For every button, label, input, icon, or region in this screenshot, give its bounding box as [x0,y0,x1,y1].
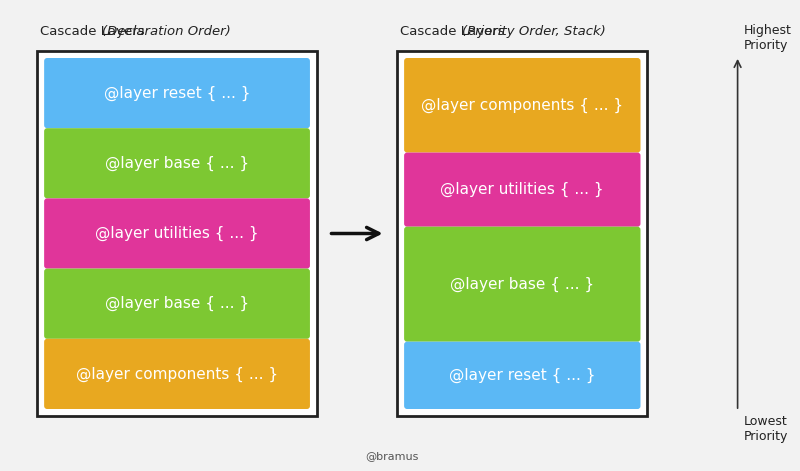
FancyBboxPatch shape [404,227,641,341]
Text: @layer components { ... }: @layer components { ... } [422,97,623,113]
Text: @layer utilities { ... }: @layer utilities { ... } [95,226,259,241]
FancyBboxPatch shape [404,341,641,409]
FancyBboxPatch shape [44,339,310,409]
FancyBboxPatch shape [44,198,310,268]
Text: @layer reset { ... }: @layer reset { ... } [104,86,250,101]
Text: Lowest
Priority: Lowest Priority [743,415,788,443]
Text: @layer base { ... }: @layer base { ... } [450,276,594,292]
FancyBboxPatch shape [44,128,310,198]
Text: @bramus: @bramus [366,451,419,461]
FancyBboxPatch shape [44,268,310,339]
FancyBboxPatch shape [398,51,647,416]
Text: (Declaration Order): (Declaration Order) [102,25,230,38]
Text: Highest
Priority: Highest Priority [743,24,791,52]
Text: (Priority Order, Stack): (Priority Order, Stack) [462,25,606,38]
FancyBboxPatch shape [404,153,641,227]
Text: @layer base { ... }: @layer base { ... } [105,296,249,311]
Text: @layer utilities { ... }: @layer utilities { ... } [441,182,604,197]
FancyBboxPatch shape [44,58,310,128]
FancyBboxPatch shape [38,51,317,416]
Text: @layer reset { ... }: @layer reset { ... } [449,368,595,383]
Text: Cascade Layers: Cascade Layers [400,25,509,38]
Text: @layer components { ... }: @layer components { ... } [76,366,278,382]
Text: Cascade Layers: Cascade Layers [40,25,149,38]
Text: @layer base { ... }: @layer base { ... } [105,156,249,171]
FancyBboxPatch shape [404,58,641,153]
